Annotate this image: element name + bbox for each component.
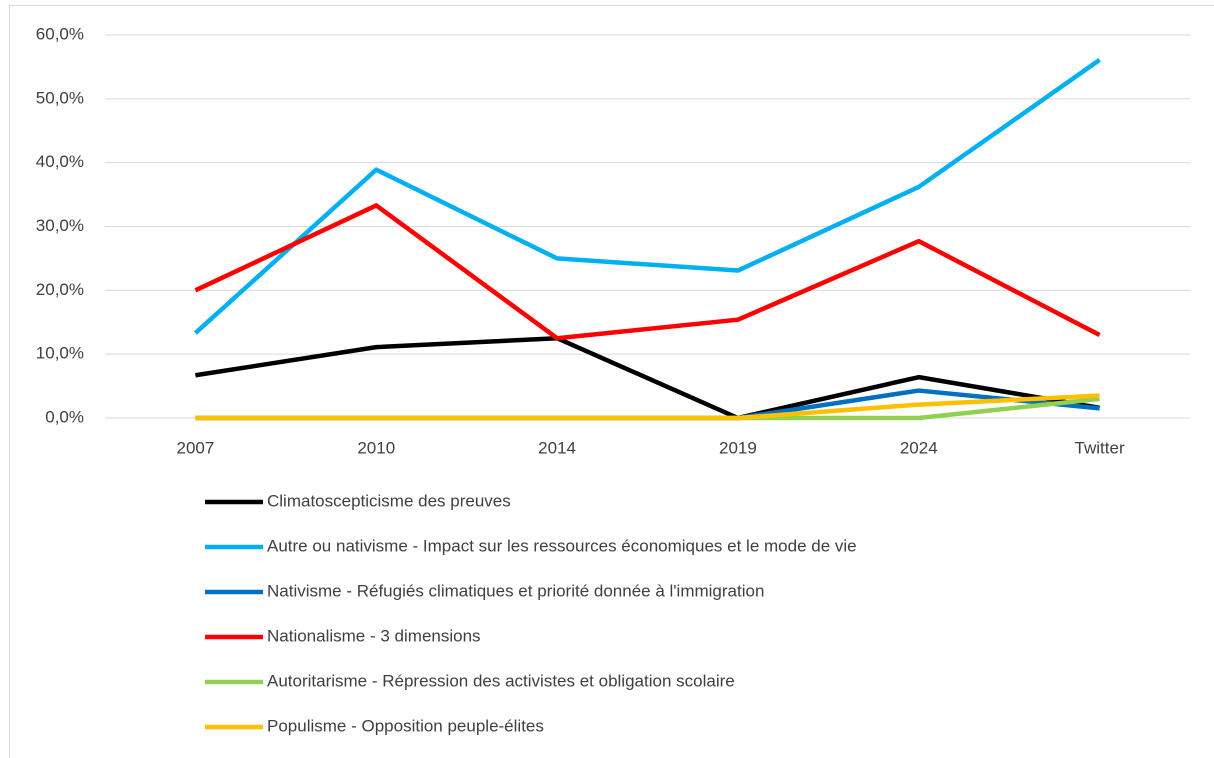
legend-label: Autre ou nativisme - Impact sur les ress… [267, 536, 857, 555]
legend-label: Nationalisme - 3 dimensions [267, 626, 481, 645]
x-tick-label: 2019 [719, 438, 757, 457]
y-tick-label: 10,0% [36, 344, 84, 363]
x-tick-label: 2014 [538, 438, 576, 457]
series-line [193, 58, 1101, 335]
legend-label: Nativisme - Réfugiés climatiques et prio… [267, 581, 764, 600]
legend-label: Autoritarisme - Répression des activiste… [267, 671, 735, 690]
y-tick-label: 30,0% [36, 216, 84, 235]
x-tick-label: 2024 [900, 438, 938, 457]
y-tick-label: 0,0% [45, 407, 84, 426]
y-tick-label: 60,0% [36, 24, 84, 43]
y-tick-label: 50,0% [36, 88, 84, 107]
legend-label: Climatoscepticisme des preuves [267, 491, 511, 510]
chart-border [9, 5, 1214, 758]
y-tick-label: 20,0% [36, 280, 84, 299]
series-line [195, 393, 1100, 421]
legend-label: Populisme - Opposition peuple-élites [267, 716, 544, 735]
y-tick-label: 40,0% [36, 152, 84, 171]
series-line [195, 335, 1100, 421]
x-tick-label: 2007 [177, 438, 215, 457]
series-line [194, 203, 1101, 341]
x-tick-label: Twitter [1075, 438, 1125, 457]
x-tick-label: 2010 [357, 438, 395, 457]
